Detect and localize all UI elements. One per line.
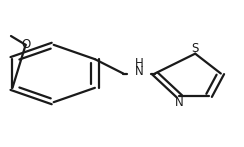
Text: S: S (192, 42, 199, 55)
Text: O: O (21, 38, 30, 51)
Text: N: N (135, 65, 143, 78)
Text: H: H (135, 57, 143, 70)
Text: N: N (175, 96, 184, 109)
